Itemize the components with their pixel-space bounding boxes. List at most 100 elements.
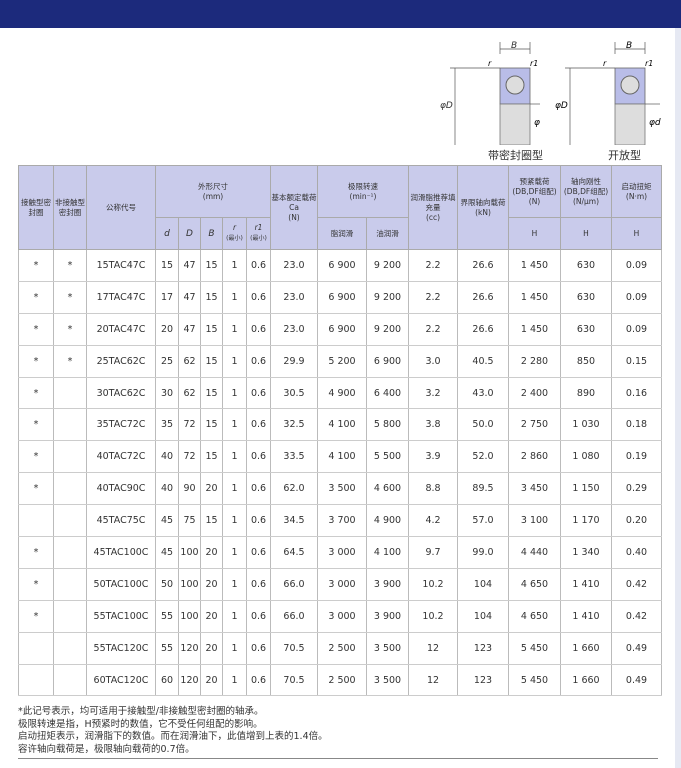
table-cell: 72	[178, 408, 201, 442]
table-cell: 6 900	[366, 344, 409, 378]
table-cell: 10.2	[408, 567, 458, 601]
table-cell: 2 500	[317, 663, 367, 697]
table-cell: 0.6	[246, 472, 271, 506]
table-cell: 23.0	[270, 312, 318, 346]
table-cell: 23.0	[270, 280, 318, 314]
table-cell: 3 500	[366, 663, 409, 697]
table-cell: 75	[178, 504, 201, 538]
col-stiff: 轴向刚性 (DB,DF组配) (N/μm)	[560, 165, 612, 218]
col-D: D	[178, 217, 201, 250]
table-cell: 43.0	[457, 376, 509, 410]
table-row: * 50TAC100C 50 100 20 1 0.6 66.0 3 000 3 900 10.2 1…	[18, 567, 662, 601]
footnotes: *此记号表示，均可适用于接触型/非接触型密封圈的轴承。 极限转速是指，H预紧时的…	[18, 706, 658, 759]
table-cell: 4 600	[366, 472, 409, 506]
table-cell: 0.09	[611, 312, 662, 346]
table-cell: 0.6	[246, 408, 271, 442]
table-cell: 0.6	[246, 631, 271, 665]
table-cell: 15TAC47C	[86, 249, 156, 282]
table-cell: 1	[222, 504, 247, 538]
table-cell: 50	[155, 567, 179, 601]
table-cell: 3 900	[366, 567, 409, 601]
table-cell: 1 080	[560, 440, 612, 474]
col-noncontact: 非接触型密封圈	[53, 165, 87, 250]
col-speed: 极限转速 (min⁻¹)	[317, 165, 409, 218]
table-cell: *	[18, 408, 54, 442]
table-cell: *	[18, 567, 54, 601]
col-code: 公称代号	[86, 165, 156, 250]
table-cell: *	[53, 280, 87, 314]
table-row: * * 15TAC47C 15 47 15 1 0.6 23.0 6 900 9 200 2.2 26.…	[18, 249, 662, 282]
table-cell: 0.42	[611, 567, 662, 601]
svg-text:φd: φd	[649, 118, 661, 128]
table-cell: 1 450	[508, 249, 561, 282]
table-cell: 2 280	[508, 344, 561, 378]
table-cell: 15	[200, 280, 223, 314]
table-cell: 3 100	[508, 504, 561, 538]
table-cell: 33.5	[270, 440, 318, 474]
sealed-caption: 带密封圈型	[488, 149, 543, 162]
col-load: 基本额定载荷 Ca (N)	[270, 165, 318, 250]
table-cell: 40TAC90C	[86, 472, 156, 506]
table-cell: 1 410	[560, 567, 612, 601]
table-cell: *	[53, 344, 87, 378]
table-cell: 0.20	[611, 504, 662, 538]
table-cell: 0.19	[611, 440, 662, 474]
table-cell: 3.0	[408, 344, 458, 378]
svg-text:B: B	[626, 41, 632, 51]
table-cell: 1 030	[560, 408, 612, 442]
table-cell: 1 450	[508, 280, 561, 314]
table-cell: *	[18, 376, 54, 410]
table-cell: 0.6	[246, 567, 271, 601]
table-cell: 4 100	[317, 440, 367, 474]
table-cell: 20	[200, 536, 223, 569]
table-row: 60TAC120C 60 120 20 1 0.6 70.5 2 500 3 500 12 123 5…	[18, 663, 662, 697]
table-row: * 55TAC100C 55 100 20 1 0.6 66.0 3 000 3 900 10.2 1…	[18, 599, 662, 633]
table-cell: 20	[200, 599, 223, 633]
table-cell: 55	[155, 599, 179, 633]
table-cell: 630	[560, 249, 612, 282]
table-cell: 35TAC72C	[86, 408, 156, 442]
table-row: * 40TAC72C 40 72 15 1 0.6 33.5 4 100 5 500 3.9 52.0…	[18, 440, 662, 474]
table-cell: 0.6	[246, 663, 271, 697]
table-cell: 23.0	[270, 249, 318, 282]
table-cell: 100	[178, 599, 201, 633]
table-row: * 30TAC62C 30 62 15 1 0.6 30.5 4 900 6 400 3.2 43.0…	[18, 376, 662, 410]
table-cell: 120	[178, 631, 201, 665]
table-cell: 4.2	[408, 504, 458, 538]
table-cell: 40	[155, 472, 179, 506]
table-cell: 30TAC62C	[86, 376, 156, 410]
table-cell: 15	[200, 249, 223, 282]
table-cell: 2 500	[317, 631, 367, 665]
table-cell: 9 200	[366, 280, 409, 314]
table-cell: 6 900	[317, 280, 367, 314]
table-cell: 55TAC100C	[86, 599, 156, 633]
table-cell: 8.8	[408, 472, 458, 506]
table-row: 45TAC75C 45 75 15 1 0.6 34.5 3 700 4 900 4.2 57.0 3…	[18, 504, 662, 538]
table-cell: 0.6	[246, 440, 271, 474]
table-cell: 1	[222, 663, 247, 697]
table-cell	[53, 599, 87, 633]
table-cell: 5 200	[317, 344, 367, 378]
table-cell: 72	[178, 440, 201, 474]
table-cell	[53, 376, 87, 410]
table-cell: 4 100	[317, 408, 367, 442]
table-cell: *	[18, 344, 54, 378]
table-cell: 4 650	[508, 599, 561, 633]
table-cell: 3 450	[508, 472, 561, 506]
table-row: * 40TAC90C 40 90 20 1 0.6 62.0 3 500 4 600 8.8 89.5…	[18, 472, 662, 506]
table-cell	[18, 504, 54, 538]
svg-text:φD: φD	[555, 101, 568, 111]
table-cell: 5 450	[508, 631, 561, 665]
top-banner	[0, 0, 681, 28]
table-cell: 26.6	[457, 312, 509, 346]
label-B: B	[511, 41, 517, 51]
table-cell: 15	[200, 408, 223, 442]
col-torque-H: H	[611, 217, 662, 250]
table-cell: 25	[155, 344, 179, 378]
table-cell: 9 200	[366, 312, 409, 346]
table-cell: 15	[200, 504, 223, 538]
table-cell: 45	[155, 536, 179, 569]
table-cell: *	[18, 599, 54, 633]
table-cell: 3.2	[408, 376, 458, 410]
table-cell: 30.5	[270, 376, 318, 410]
